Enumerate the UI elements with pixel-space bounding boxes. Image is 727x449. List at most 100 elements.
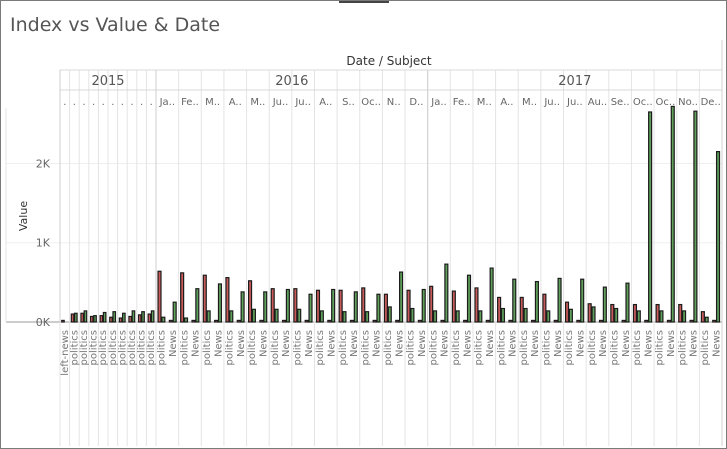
bar-green[interactable]	[387, 306, 392, 323]
bar-red[interactable]	[485, 319, 490, 323]
bar-red[interactable]	[147, 313, 152, 323]
bar-red[interactable]	[406, 289, 411, 323]
bar-red[interactable]	[236, 319, 241, 323]
bar-red[interactable]	[109, 316, 113, 323]
bar-red[interactable]	[99, 315, 104, 323]
bar-green[interactable]	[591, 306, 596, 323]
bar-green[interactable]	[432, 310, 438, 323]
bar-green[interactable]	[93, 315, 97, 323]
bar-red[interactable]	[474, 287, 479, 323]
bar-green[interactable]	[546, 310, 551, 323]
bar-green[interactable]	[353, 291, 358, 323]
bar-red[interactable]	[508, 319, 513, 323]
bar-green[interactable]	[141, 311, 145, 323]
bar-green[interactable]	[172, 301, 177, 323]
bar-red[interactable]	[644, 319, 649, 323]
bar-green[interactable]	[342, 311, 347, 323]
bar-red[interactable]	[202, 274, 207, 323]
bar-red[interactable]	[712, 319, 717, 323]
bar-green[interactable]	[614, 307, 619, 323]
bar-red[interactable]	[349, 319, 355, 323]
bar-red[interactable]	[293, 288, 298, 323]
bar-green[interactable]	[455, 310, 460, 323]
bar-green[interactable]	[297, 308, 302, 323]
bar-red[interactable]	[598, 319, 604, 323]
bar-red[interactable]	[61, 319, 65, 323]
bar-green[interactable]	[625, 282, 630, 323]
bar-green[interactable]	[580, 278, 585, 323]
bar-red[interactable]	[338, 289, 343, 323]
drag-handle[interactable]	[339, 1, 389, 3]
bar-red[interactable]	[89, 315, 94, 323]
bar-green[interactable]	[263, 291, 268, 323]
bar-green[interactable]	[500, 307, 506, 323]
bar-red[interactable]	[168, 319, 173, 323]
bar-red[interactable]	[429, 285, 434, 323]
bar-green[interactable]	[444, 263, 449, 323]
bar-green[interactable]	[331, 288, 336, 323]
bar-green[interactable]	[195, 288, 200, 323]
bar-red[interactable]	[395, 319, 400, 323]
bar-green[interactable]	[602, 286, 607, 323]
bar-red[interactable]	[157, 270, 162, 323]
bar-red[interactable]	[80, 312, 85, 323]
bar-red[interactable]	[678, 303, 683, 323]
bar-green[interactable]	[102, 311, 107, 323]
bar-red[interactable]	[542, 293, 547, 323]
bar-green[interactable]	[568, 308, 573, 323]
bar-red[interactable]	[315, 289, 321, 323]
bar-red[interactable]	[214, 319, 219, 323]
bar-green[interactable]	[161, 316, 166, 323]
bar-red[interactable]	[700, 311, 705, 323]
bar-green[interactable]	[704, 316, 709, 323]
bar-red[interactable]	[519, 296, 524, 323]
bar-green[interactable]	[466, 274, 472, 323]
bar-red[interactable]	[451, 290, 456, 323]
bar-green[interactable]	[376, 293, 381, 323]
bar-green[interactable]	[421, 288, 426, 323]
bar-green[interactable]	[150, 310, 155, 323]
bar-green[interactable]	[557, 277, 562, 323]
bar-red[interactable]	[564, 301, 570, 323]
bar-red[interactable]	[118, 317, 123, 323]
bar-red[interactable]	[689, 319, 694, 323]
bar-red[interactable]	[666, 319, 671, 323]
bar-red[interactable]	[137, 314, 142, 323]
bar-green[interactable]	[217, 283, 223, 323]
bar-red[interactable]	[180, 272, 185, 323]
bar-green[interactable]	[83, 310, 88, 323]
bar-red[interactable]	[440, 319, 445, 323]
bar-red[interactable]	[621, 319, 626, 323]
bar-green[interactable]	[648, 111, 653, 323]
bar-green[interactable]	[121, 312, 126, 323]
bar-red[interactable]	[259, 319, 264, 323]
bar-green[interactable]	[285, 288, 290, 323]
bar-green[interactable]	[131, 310, 136, 323]
bar-green[interactable]	[229, 310, 234, 323]
bar-red[interactable]	[553, 319, 558, 323]
bar-green[interactable]	[659, 310, 664, 323]
bar-green[interactable]	[715, 150, 721, 323]
bar-red[interactable]	[327, 319, 332, 323]
bar-red[interactable]	[281, 319, 287, 323]
bar-red[interactable]	[610, 303, 615, 323]
bar-green[interactable]	[112, 311, 117, 323]
bar-green[interactable]	[399, 271, 404, 323]
bar-red[interactable]	[247, 280, 253, 323]
bar-green[interactable]	[534, 280, 539, 323]
bar-red[interactable]	[463, 319, 468, 323]
bar-green[interactable]	[206, 310, 211, 323]
bar-red[interactable]	[655, 303, 660, 323]
bar-green[interactable]	[251, 308, 256, 323]
bar-red[interactable]	[576, 319, 581, 323]
bar-green[interactable]	[523, 307, 528, 323]
bar-red[interactable]	[70, 313, 75, 323]
bar-red[interactable]	[383, 293, 388, 323]
bar-red[interactable]	[128, 315, 133, 323]
bar-green[interactable]	[308, 293, 313, 323]
bar-green[interactable]	[183, 317, 189, 323]
bar-red[interactable]	[304, 319, 309, 323]
bar-green[interactable]	[682, 310, 687, 323]
bar-green[interactable]	[365, 311, 370, 323]
bar-green[interactable]	[274, 308, 279, 323]
